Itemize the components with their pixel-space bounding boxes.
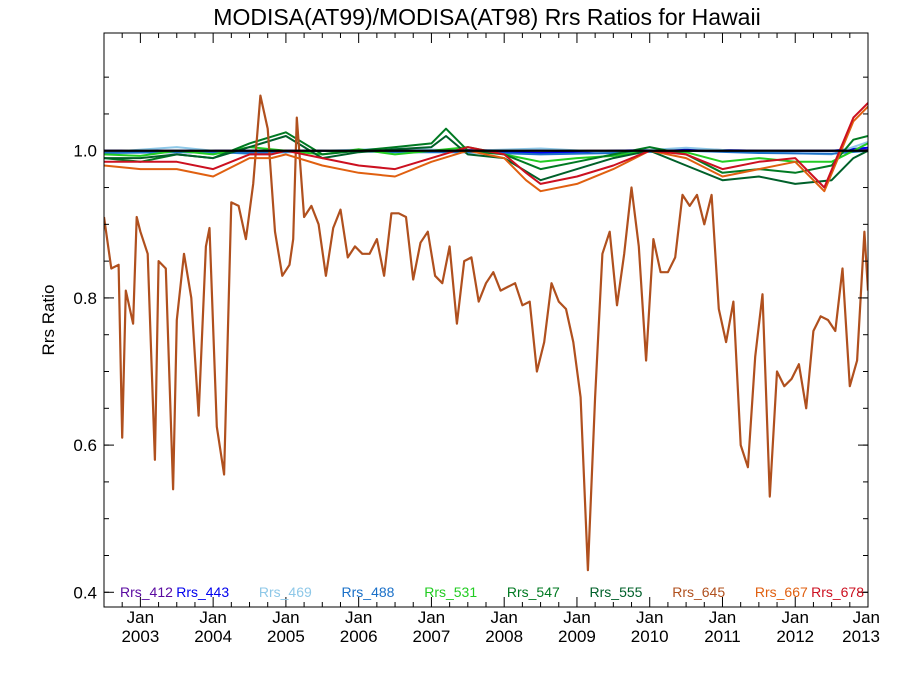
legend-entry-rrs-555: Rrs_555 bbox=[590, 584, 643, 600]
chart-title: MODISA(AT99)/MODISA(AT98) Rrs Ratios for… bbox=[213, 4, 760, 30]
plot-area bbox=[104, 94, 868, 572]
y-axis-label: Rrs Ratio bbox=[39, 285, 58, 356]
x-tick-label-year: 2008 bbox=[485, 627, 523, 646]
x-tick-label-month: Jan bbox=[199, 608, 226, 627]
y-tick-label: 1.0 bbox=[73, 142, 97, 161]
x-tick-label-month: Jan bbox=[490, 608, 517, 627]
x-tick-label-year: 2009 bbox=[558, 627, 596, 646]
legend-entry-rrs-531: Rrs_531 bbox=[424, 584, 477, 600]
legend-entry-rrs-412: Rrs_412 bbox=[120, 584, 173, 600]
x-tick-label-year: 2010 bbox=[631, 627, 669, 646]
legend-entry-rrs-469: Rrs_469 bbox=[259, 584, 312, 600]
x-tick-label-year: 2012 bbox=[776, 627, 814, 646]
x-tick-label-month: Jan bbox=[563, 608, 590, 627]
series-line-rrs-678 bbox=[104, 102, 868, 189]
x-tick-label-month: Jan bbox=[127, 608, 154, 627]
y-tick-label: 0.8 bbox=[73, 289, 97, 308]
x-tick-label-month: Jan bbox=[272, 608, 299, 627]
legend-entry-rrs-547: Rrs_547 bbox=[507, 584, 560, 600]
x-tick-label-month: Jan bbox=[853, 608, 880, 627]
x-tick-label-month: Jan bbox=[418, 608, 445, 627]
x-tick-label-year: 2004 bbox=[194, 627, 232, 646]
series-line-rrs-667 bbox=[104, 105, 868, 193]
y-tick-label: 0.6 bbox=[73, 436, 97, 455]
legend-entry-rrs-678: Rrs_678 bbox=[811, 584, 864, 600]
legend-entry-rrs-645: Rrs_645 bbox=[672, 584, 725, 600]
x-tick-label-month: Jan bbox=[782, 608, 809, 627]
x-tick-label-month: Jan bbox=[636, 608, 663, 627]
x-tick-label-month: Jan bbox=[345, 608, 372, 627]
y-tick-label: 0.4 bbox=[73, 583, 97, 602]
x-tick-label-year: 2005 bbox=[267, 627, 305, 646]
x-tick-label-year: 2007 bbox=[413, 627, 451, 646]
series-line-rrs-645 bbox=[104, 94, 868, 572]
legend-entry-rrs-443: Rrs_443 bbox=[176, 584, 229, 600]
series-line-rrs-555 bbox=[104, 135, 868, 185]
legend-entry-rrs-667: Rrs_667 bbox=[755, 584, 808, 600]
x-tick-label-year: 2011 bbox=[704, 627, 741, 646]
x-tick-label-month: Jan bbox=[709, 608, 736, 627]
x-tick-label-year: 2003 bbox=[121, 627, 159, 646]
legend-entry-rrs-488: Rrs_488 bbox=[342, 584, 395, 600]
x-tick-label-year: 2013 bbox=[842, 627, 880, 646]
axes: 0.40.60.81.0Jan2003Jan2004Jan2005Jan2006… bbox=[73, 33, 880, 646]
x-tick-label-year: 2006 bbox=[340, 627, 378, 646]
series-line-rrs-547 bbox=[104, 127, 868, 174]
legend: Rrs_412 Rrs_443 Rrs_469 Rrs_488 Rrs_531 Rrs_5… bbox=[120, 584, 864, 600]
plot-frame bbox=[103, 32, 869, 608]
series-line-rrs-488 bbox=[104, 149, 868, 156]
